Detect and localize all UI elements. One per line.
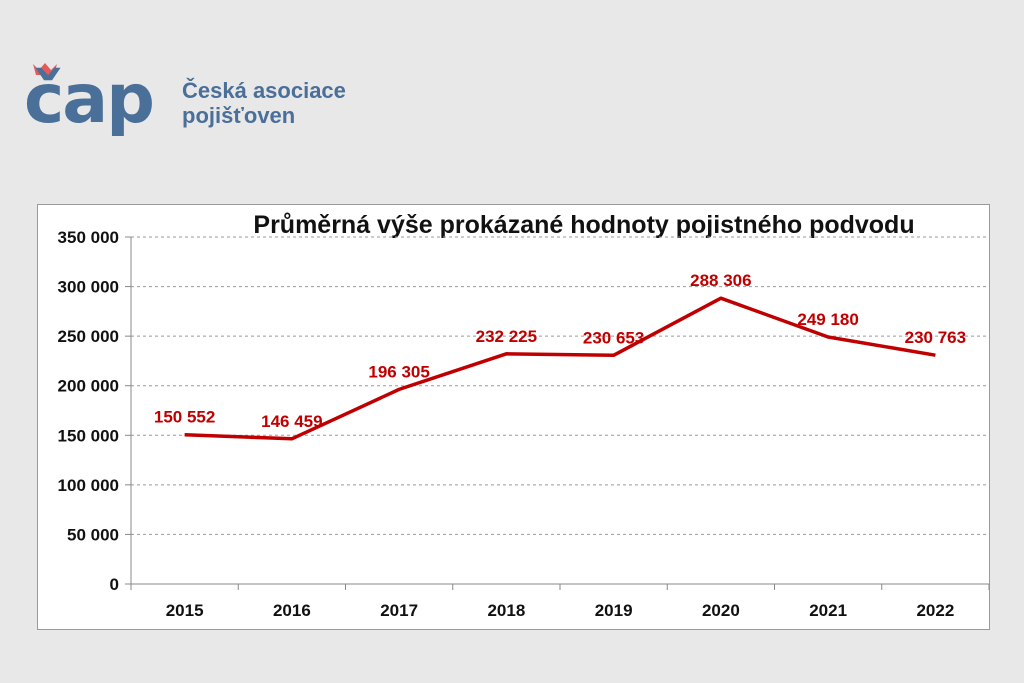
x-tick-label: 2017 — [380, 601, 418, 620]
data-label: 249 180 — [797, 310, 858, 329]
x-tick-label: 2018 — [487, 601, 525, 620]
data-label: 230 653 — [583, 328, 644, 347]
x-tick-label: 2016 — [273, 601, 311, 620]
logo-name: Česká asociace pojišťoven — [182, 78, 346, 128]
chart-frame — [37, 204, 990, 630]
y-tick-label: 50 000 — [67, 525, 119, 544]
y-tick-label: 300 000 — [58, 278, 119, 297]
data-labels: 150 552 146 459 196 305 232 225 230 653 288 3… — [154, 271, 966, 431]
logo-name-line1: Česká asociace — [182, 78, 346, 103]
y-tick-label: 200 000 — [58, 377, 119, 396]
y-tick-label: 350 000 — [58, 228, 119, 247]
series — [184, 296, 936, 441]
data-label: 232 225 — [476, 327, 537, 346]
data-label: 150 552 — [154, 408, 215, 427]
data-label: 146 459 — [261, 412, 322, 431]
chart-title: Průměrná výše prokázané hodnoty pojistné… — [253, 211, 914, 239]
series-line — [184, 296, 936, 441]
y-tick-label: 150 000 — [58, 426, 119, 445]
crown-icon — [33, 63, 57, 75]
x-tick-label: 2021 — [809, 601, 847, 620]
x-tick-label: 2019 — [595, 601, 633, 620]
data-label: 196 305 — [368, 362, 429, 381]
data-label: 288 306 — [690, 271, 751, 290]
y-tick-label: 100 000 — [58, 476, 119, 495]
x-tick-label: 2022 — [916, 601, 954, 620]
cap-logo: čap Česká asociace pojišťoven — [24, 62, 364, 142]
x-tick-label: 2015 — [166, 601, 204, 620]
x-tick-label: 2020 — [702, 601, 740, 620]
logo-name-line2: pojišťoven — [182, 103, 296, 128]
y-tick-label: 0 — [110, 575, 119, 594]
data-label: 230 763 — [905, 328, 966, 347]
y-tick-labels: 0 50 000 100 000 150 000 200 000 250 000 300 0… — [58, 228, 119, 594]
axes — [125, 236, 990, 590]
x-tick-labels: 2015 2016 2017 2018 2019 2020 2021 2022 — [166, 601, 955, 620]
logo-mark: čap — [24, 60, 155, 139]
y-tick-label: 250 000 — [58, 327, 119, 346]
gridlines — [131, 236, 989, 535]
